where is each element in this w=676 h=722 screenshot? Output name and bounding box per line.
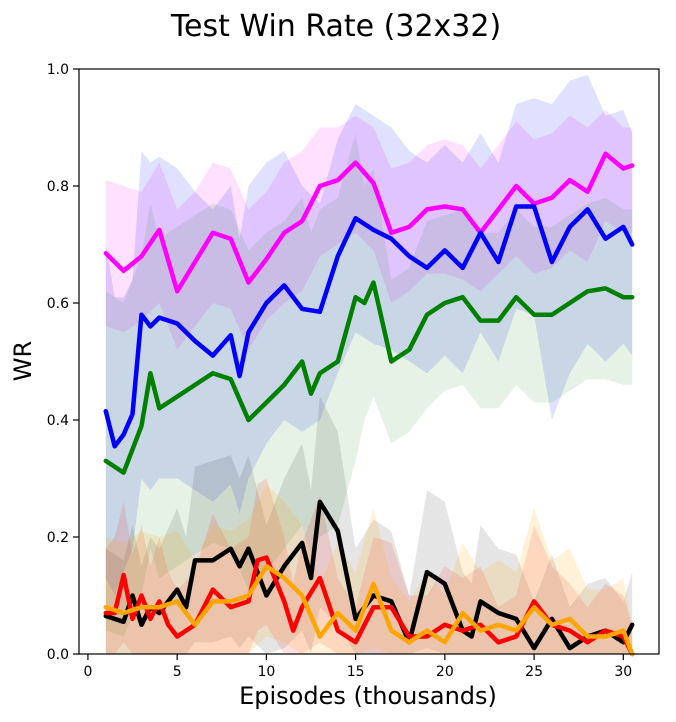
x-tick-label: 25 (525, 664, 543, 680)
line-magenta (103, 151, 635, 294)
x-axis-label: Episodes (thousands) (239, 682, 497, 710)
line-blue (103, 204, 635, 449)
x-tick-label: 0 (83, 664, 92, 680)
x-tick-label: 15 (347, 664, 365, 680)
y-tick-label: 0.6 (47, 296, 69, 312)
x-tick-label: 5 (173, 664, 182, 680)
x-tick-label: 20 (436, 664, 454, 680)
plot-area (103, 74, 635, 657)
x-tick-label: 10 (257, 664, 275, 680)
band-black (105, 396, 633, 654)
y-axis-ticks: 0.0 0.2 0.4 0.6 0.8 1.0 (47, 62, 79, 663)
series-lines (103, 151, 635, 657)
y-axis-label: WR (9, 341, 37, 381)
chart-title: Test Win Rate (32x32) (170, 9, 501, 44)
y-tick-label: 1.0 (47, 62, 69, 78)
y-tick-label: 0.4 (47, 413, 69, 429)
line-green (103, 280, 635, 475)
line-black (103, 499, 635, 651)
line-orange (103, 564, 635, 657)
y-tick-label: 0.8 (47, 179, 69, 195)
x-axis-ticks: 0 5 10 15 20 25 30 (83, 654, 632, 680)
band-red (105, 478, 633, 654)
y-tick-label: 0.2 (47, 530, 69, 546)
x-tick-label: 30 (614, 664, 632, 680)
confidence-bands (105, 74, 633, 654)
plot-frame (78, 68, 660, 655)
y-tick-label: 0.0 (47, 647, 69, 663)
band-magenta (105, 109, 633, 350)
